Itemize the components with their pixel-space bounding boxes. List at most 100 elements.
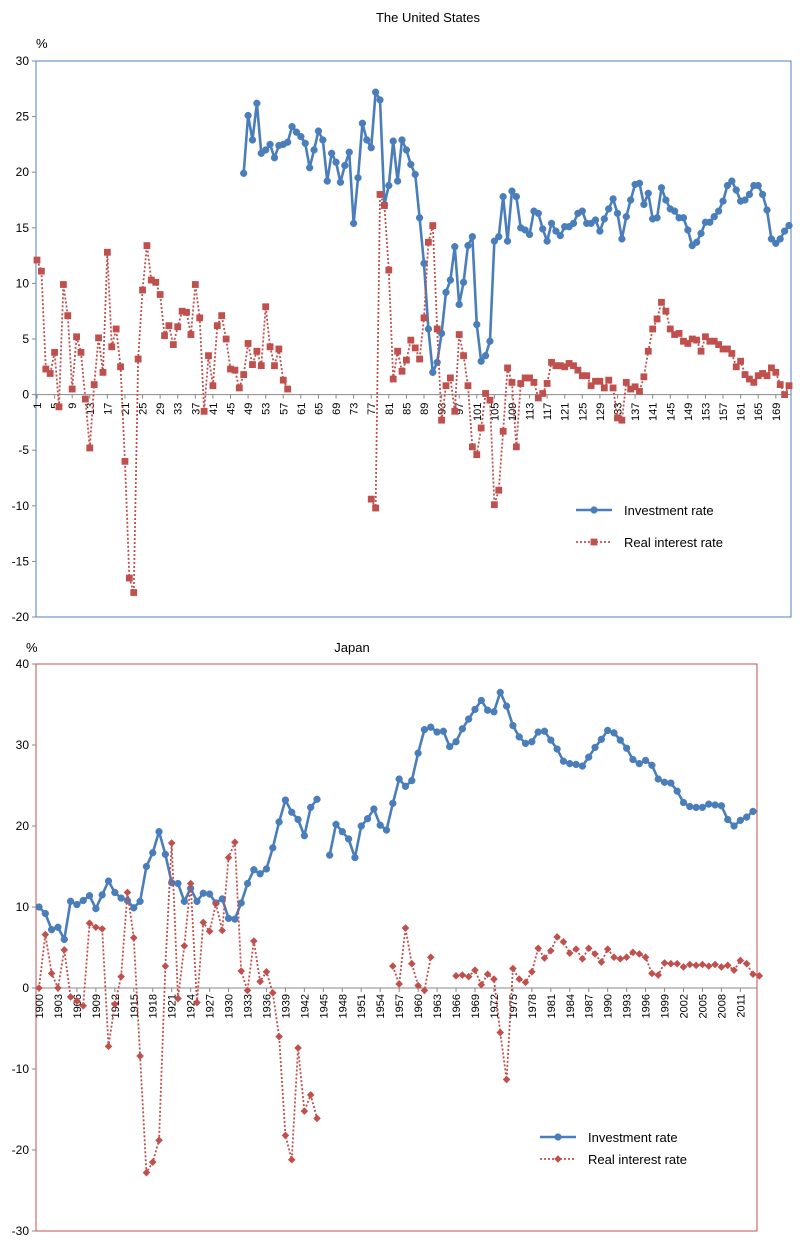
series-line	[328, 691, 754, 859]
data-point	[270, 154, 279, 162]
x-tick-label: 1942	[299, 994, 311, 1018]
data-point	[629, 948, 637, 957]
data-point	[455, 331, 463, 338]
data-point	[539, 390, 547, 397]
y-tick-label: -30	[12, 1224, 30, 1238]
data-point	[123, 888, 132, 897]
data-point	[502, 702, 511, 710]
data-point	[433, 325, 441, 333]
data-point	[755, 972, 764, 980]
data-point	[389, 962, 397, 970]
data-point	[711, 960, 719, 969]
data-point	[415, 214, 424, 222]
data-point	[471, 966, 479, 974]
data-point	[301, 139, 309, 147]
data-point	[292, 128, 301, 136]
data-point	[565, 949, 574, 957]
data-point	[411, 170, 419, 179]
data-point	[572, 760, 580, 769]
y-tick-label: 10	[16, 900, 30, 914]
data-point	[667, 959, 675, 968]
data-point	[490, 237, 499, 245]
data-point	[627, 385, 635, 393]
data-point	[149, 849, 157, 857]
data-point	[306, 164, 314, 172]
data-point	[394, 347, 402, 355]
data-point	[785, 382, 793, 390]
data-point	[616, 955, 625, 963]
data-point	[414, 749, 422, 757]
x-tick-label: 1921	[167, 994, 179, 1018]
data-point	[165, 322, 173, 330]
data-point	[244, 111, 252, 120]
data-point	[547, 219, 556, 228]
data-point	[284, 385, 292, 393]
data-point	[389, 375, 397, 383]
chart-title: Japan	[334, 640, 369, 655]
data-point	[243, 986, 252, 995]
data-point	[464, 241, 472, 250]
data-point	[543, 380, 551, 387]
data-point	[420, 725, 429, 734]
data-point	[688, 335, 696, 343]
data-point	[648, 969, 656, 978]
data-point	[649, 325, 657, 333]
data-point	[156, 291, 164, 298]
x-tick-label: 2005	[697, 994, 709, 1018]
x-tick-label: 145	[665, 403, 677, 421]
data-point	[540, 727, 549, 735]
data-point	[253, 99, 261, 107]
data-point	[218, 312, 226, 320]
x-tick-label: 109	[507, 403, 519, 421]
x-tick-label: 1915	[129, 994, 141, 1018]
data-point	[534, 728, 542, 736]
x-tick-label: 1996	[641, 994, 653, 1018]
data-point	[142, 1168, 151, 1177]
data-point	[147, 276, 155, 284]
data-point	[240, 371, 248, 378]
data-point	[543, 237, 551, 245]
data-point	[597, 735, 606, 743]
data-point	[698, 960, 707, 969]
data-point	[51, 348, 58, 356]
data-point	[732, 186, 740, 194]
data-point	[354, 174, 362, 182]
data-point	[671, 207, 679, 215]
legend-swatch-marker	[554, 1133, 562, 1141]
data-point	[73, 333, 80, 341]
data-point	[481, 352, 490, 360]
data-point	[719, 197, 727, 205]
data-point	[433, 728, 441, 736]
data-point	[715, 341, 723, 348]
data-point	[534, 944, 542, 953]
data-point	[622, 744, 631, 752]
data-point	[401, 782, 410, 790]
data-point	[244, 340, 252, 347]
data-point	[553, 745, 561, 753]
data-point	[618, 416, 626, 424]
data-point	[313, 795, 321, 803]
data-point	[742, 959, 751, 968]
data-point	[596, 377, 604, 385]
data-point	[482, 390, 489, 397]
data-point	[706, 337, 714, 345]
x-tick-label: 1909	[91, 994, 103, 1018]
data-point	[143, 242, 151, 249]
data-point	[548, 358, 555, 366]
data-point	[772, 368, 780, 376]
data-point	[253, 347, 261, 355]
x-tick-label: 1936	[261, 994, 273, 1018]
data-point	[499, 427, 507, 435]
x-tick-label: 1972	[489, 994, 501, 1018]
data-point	[591, 743, 599, 752]
x-tick-label: 9	[67, 403, 79, 409]
data-point	[169, 341, 177, 348]
data-point	[509, 721, 517, 730]
data-point	[730, 966, 738, 974]
data-point	[486, 396, 494, 404]
legend-label: Investment rate	[624, 503, 714, 518]
x-tick-label: 57	[278, 403, 290, 415]
data-point	[640, 373, 648, 381]
data-point	[398, 367, 406, 375]
